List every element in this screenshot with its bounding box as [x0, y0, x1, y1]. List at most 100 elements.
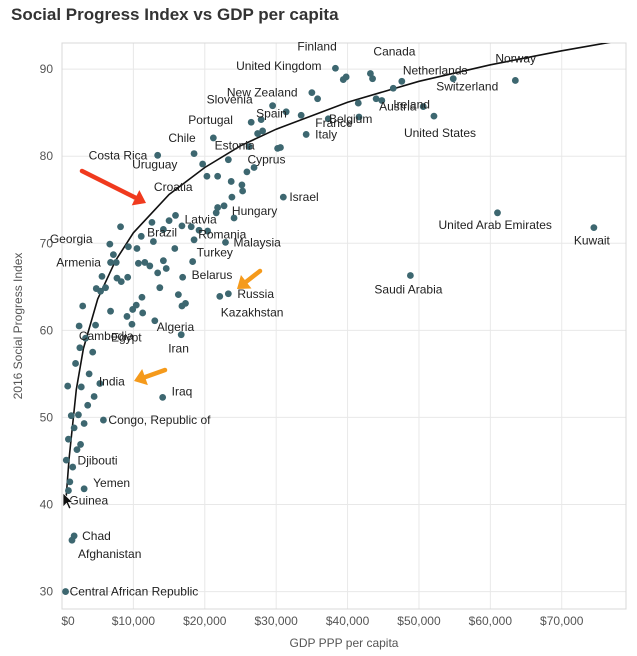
- data-point[interactable]: [124, 273, 132, 281]
- data-point[interactable]: [178, 222, 186, 230]
- data-point[interactable]: [279, 193, 287, 201]
- data-point[interactable]: [92, 321, 99, 329]
- data-point[interactable]: [68, 536, 76, 544]
- data-point[interactable]: [159, 257, 167, 265]
- data-point[interactable]: [72, 360, 79, 367]
- data-point[interactable]: [430, 112, 438, 120]
- data-point[interactable]: [224, 156, 232, 164]
- data-point[interactable]: [154, 151, 162, 159]
- data-point[interactable]: [189, 258, 197, 265]
- data-point[interactable]: [90, 393, 98, 400]
- data-point[interactable]: [141, 259, 149, 266]
- data-point[interactable]: [70, 424, 78, 432]
- data-point[interactable]: [190, 236, 198, 244]
- data-point[interactable]: [369, 75, 376, 83]
- data-point[interactable]: [494, 209, 501, 217]
- data-point[interactable]: [220, 202, 228, 210]
- data-point[interactable]: [342, 73, 350, 81]
- data-point[interactable]: [449, 75, 457, 83]
- data-point[interactable]: [65, 487, 72, 494]
- data-point[interactable]: [257, 116, 265, 124]
- data-point[interactable]: [214, 204, 222, 211]
- data-point[interactable]: [100, 416, 107, 424]
- data-point[interactable]: [98, 272, 106, 280]
- data-point[interactable]: [367, 70, 374, 77]
- data-point[interactable]: [224, 290, 232, 298]
- data-point[interactable]: [64, 382, 72, 390]
- data-point[interactable]: [156, 284, 164, 292]
- data-point[interactable]: [162, 265, 170, 272]
- data-point[interactable]: [174, 291, 182, 299]
- data-point[interactable]: [389, 84, 397, 92]
- data-point[interactable]: [80, 420, 88, 427]
- data-point[interactable]: [146, 262, 154, 270]
- data-point[interactable]: [117, 278, 125, 285]
- data-point[interactable]: [222, 239, 229, 246]
- data-point[interactable]: [69, 463, 77, 471]
- data-point[interactable]: [245, 143, 253, 151]
- data-point[interactable]: [107, 259, 114, 266]
- data-point[interactable]: [149, 238, 157, 245]
- data-point[interactable]: [123, 313, 131, 320]
- data-point[interactable]: [228, 193, 236, 201]
- data-point[interactable]: [112, 259, 120, 266]
- data-point[interactable]: [62, 456, 70, 464]
- data-point[interactable]: [239, 187, 247, 195]
- data-point[interactable]: [138, 293, 146, 301]
- data-point[interactable]: [354, 99, 362, 107]
- data-point[interactable]: [172, 212, 179, 219]
- data-point[interactable]: [195, 226, 203, 234]
- data-point[interactable]: [227, 178, 235, 185]
- data-point[interactable]: [511, 77, 519, 84]
- data-point[interactable]: [84, 401, 92, 409]
- data-point[interactable]: [106, 240, 114, 248]
- data-point[interactable]: [203, 172, 211, 180]
- data-point[interactable]: [190, 150, 198, 157]
- data-point[interactable]: [124, 243, 132, 251]
- data-point[interactable]: [133, 245, 141, 252]
- data-point[interactable]: [107, 307, 114, 315]
- data-point[interactable]: [182, 299, 189, 307]
- data-point[interactable]: [77, 441, 84, 448]
- data-point[interactable]: [76, 344, 84, 352]
- data-point[interactable]: [139, 309, 147, 317]
- data-point[interactable]: [73, 446, 81, 454]
- data-point[interactable]: [148, 218, 156, 226]
- data-point[interactable]: [96, 380, 104, 387]
- data-point[interactable]: [282, 108, 290, 116]
- data-point[interactable]: [75, 322, 83, 330]
- data-point[interactable]: [137, 232, 145, 240]
- data-point[interactable]: [159, 394, 167, 401]
- data-point[interactable]: [85, 370, 93, 378]
- data-point[interactable]: [209, 134, 217, 142]
- data-point[interactable]: [302, 131, 310, 138]
- data-point[interactable]: [355, 113, 363, 121]
- data-point[interactable]: [216, 292, 224, 300]
- data-point[interactable]: [247, 118, 255, 126]
- data-point[interactable]: [250, 164, 258, 171]
- data-point[interactable]: [187, 223, 195, 231]
- data-point[interactable]: [154, 269, 162, 277]
- data-point[interactable]: [297, 111, 305, 119]
- data-point[interactable]: [102, 284, 109, 292]
- data-point[interactable]: [230, 214, 238, 222]
- data-point[interactable]: [177, 331, 185, 339]
- data-point[interactable]: [117, 223, 124, 231]
- data-point[interactable]: [238, 181, 246, 189]
- data-point[interactable]: [179, 273, 187, 281]
- data-point[interactable]: [214, 172, 222, 180]
- data-point[interactable]: [67, 412, 75, 420]
- data-point[interactable]: [134, 259, 142, 267]
- data-point[interactable]: [199, 160, 207, 168]
- data-point[interactable]: [324, 115, 332, 123]
- data-point[interactable]: [77, 383, 85, 391]
- data-point[interactable]: [89, 348, 97, 356]
- data-point[interactable]: [277, 144, 284, 151]
- data-point[interactable]: [82, 334, 89, 342]
- data-point[interactable]: [308, 89, 316, 97]
- data-point[interactable]: [159, 225, 167, 233]
- data-point[interactable]: [110, 251, 117, 258]
- data-point[interactable]: [79, 302, 87, 310]
- data-point[interactable]: [92, 285, 100, 292]
- data-point[interactable]: [378, 97, 386, 104]
